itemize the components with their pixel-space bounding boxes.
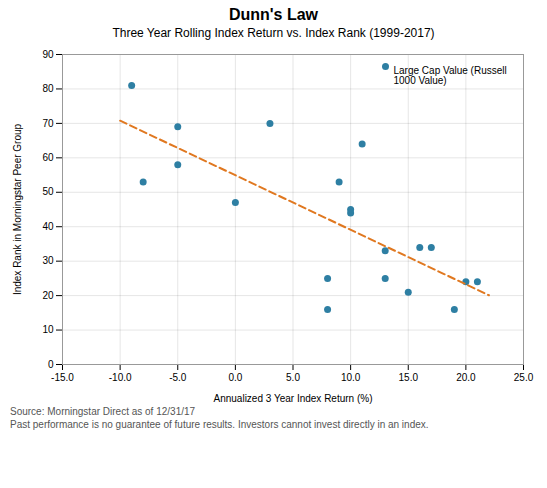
svg-text:Annualized 3 Year Index Return: Annualized 3 Year Index Return (%) (214, 393, 373, 404)
svg-text:90: 90 (42, 49, 54, 60)
svg-text:80: 80 (42, 83, 54, 94)
svg-text:-5.0: -5.0 (169, 372, 187, 383)
svg-text:60: 60 (42, 152, 54, 163)
html-text:Dunn's Law: Dunn's Law (228, 6, 319, 23)
svg-text:15.0: 15.0 (399, 372, 419, 383)
html-text:Source: Morningstar Direct as: Source: Morningstar Direct as of 12/31/1… (10, 406, 196, 417)
html-text:Past performance is no guarant: Past performance is no guarantee of futu… (10, 419, 429, 430)
svg-text:25.0: 25.0 (514, 372, 534, 383)
svg-text:20.0: 20.0 (456, 372, 476, 383)
svg-text:30: 30 (42, 255, 54, 266)
svg-text:40: 40 (42, 221, 54, 232)
svg-text:0: 0 (48, 359, 54, 370)
html-text:Three Year Rolling Index Retur: Three Year Rolling Index Return vs. Inde… (112, 26, 435, 40)
svg-text:50: 50 (42, 186, 54, 197)
svg-text:-15.0: -15.0 (51, 372, 74, 383)
svg-text:5.0: 5.0 (286, 372, 300, 383)
svg-text:-10.0: -10.0 (109, 372, 132, 383)
svg-text:0.0: 0.0 (228, 372, 242, 383)
svg-text:10.0: 10.0 (341, 372, 361, 383)
svg-text:Index Rank in Morningstar Peer: Index Rank in Morningstar Peer Group (12, 123, 23, 295)
svg-text:10: 10 (42, 324, 54, 335)
svg-text:Large Cap Value (Russell1000 V: Large Cap Value (Russell1000 Value) (394, 65, 507, 86)
svg-text:20: 20 (42, 290, 54, 301)
svg-text:70: 70 (42, 118, 54, 129)
